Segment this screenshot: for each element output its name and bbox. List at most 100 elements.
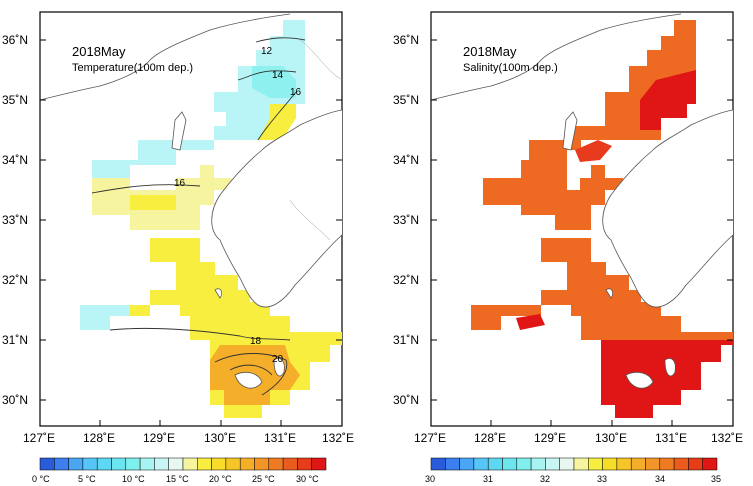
temperature-cold-core [252, 66, 296, 98]
sal-lat-label-30: 30˚N [393, 393, 419, 407]
contour-line-14 [237, 70, 297, 81]
contour-label-20: 20 [272, 354, 284, 365]
temperature-colorbar-swatch [182, 457, 198, 471]
lon-label-131: 131˚E [264, 431, 296, 445]
lon-label-130: 130˚E [204, 431, 236, 445]
sal-lat-label-36: 36˚N [393, 33, 419, 47]
tsushima-island-salinity [562, 111, 578, 151]
lat-label-30: 30˚N [2, 393, 28, 407]
cbar-label-30: 30 [425, 474, 435, 484]
salinity-red-tsushima [575, 140, 612, 162]
contour-line-16-west [91, 184, 201, 194]
cbar-label-0c: 0 °C [32, 474, 50, 484]
contour-label-12: 12 [261, 46, 273, 57]
temperature-colorbar-swatch [54, 457, 69, 471]
salinity-colorbar-swatch [573, 457, 589, 471]
temperature-colorbar-swatch [197, 457, 212, 471]
kyushu-coast [211, 109, 343, 308]
salinity-colorbar-swatch [645, 457, 661, 471]
contour-label-16-north: 16 [290, 87, 302, 98]
temperature-contours [91, 37, 306, 396]
salinity-colorbar-swatch [516, 457, 532, 471]
korea-coast [39, 13, 291, 101]
cbar-label-30c: 30 °C [296, 474, 319, 484]
salinity-colorbar-swatch [459, 457, 475, 471]
cbar-label-10c: 10 °C [122, 474, 145, 484]
lon-label-127: 127˚E [23, 431, 55, 445]
cbar-label-35: 35 [711, 474, 721, 484]
temperature-map-subtitle: Temperature(100m dep.) [72, 62, 193, 74]
salinity-colorbar-swatch [630, 457, 646, 471]
contour-line-20 [214, 353, 288, 396]
temperature-colorbar-swatch [39, 457, 55, 471]
sal-lon-label-127: 127˚E [414, 431, 446, 445]
temperature-colorbar-swatch [96, 457, 112, 471]
sal-lat-label-35: 35˚N [393, 93, 419, 107]
salinity-colorbar-labels: 30 31 32 33 34 35 [425, 474, 721, 484]
contour-label-16-west: 16 [174, 178, 186, 189]
salinity-lon-ticks [430, 420, 734, 426]
salinity-colorbar-swatch [588, 457, 603, 471]
koshiki-island [214, 288, 223, 299]
salinity-colorbar-swatch [445, 457, 460, 471]
korea-coast-salinity [430, 13, 682, 101]
lat-label-36: 36˚N [2, 33, 28, 47]
salinity-red-west-patch [516, 314, 545, 330]
lat-label-34: 34˚N [2, 153, 28, 167]
temperature-warm-intrusion-north [258, 104, 296, 140]
sal-lon-label-131: 131˚E [655, 431, 687, 445]
salinity-colorbar-swatch [487, 457, 503, 471]
tanegashima-island-salinity [625, 371, 654, 389]
temperature-lon-labels: 127˚E 128˚E 129˚E 130˚E 131˚E 132˚E [23, 431, 354, 445]
contour-line-12 [255, 37, 306, 43]
temperature-lat-ticks [40, 39, 342, 401]
contour-line-22 [229, 364, 273, 376]
salinity-red-south [601, 340, 733, 418]
cbar-label-20c: 20 °C [209, 474, 232, 484]
sal-lon-label-129: 129˚E [534, 431, 566, 445]
temperature-colorbar-swatch [168, 457, 184, 471]
salinity-map-title: 2018May [463, 44, 517, 59]
temperature-colorbar-swatch [68, 457, 84, 471]
salinity-colorbar-swatch [545, 457, 560, 471]
salinity-orange-north [483, 20, 696, 230]
cbar-label-25c: 25 °C [252, 474, 275, 484]
lon-label-132: 132˚E [322, 431, 354, 445]
temperature-colorbar-swatch [311, 457, 327, 471]
cbar-label-5c: 5 °C [78, 474, 96, 484]
salinity-colorbar-swatch [530, 457, 546, 471]
cbar-label-32: 32 [540, 474, 550, 484]
sal-lon-label-128: 128˚E [474, 431, 506, 445]
sal-lat-label-33: 33˚N [393, 213, 419, 227]
temperature-colorbar-swatch [125, 457, 141, 471]
salinity-red-north [640, 70, 696, 130]
salinity-colorbar-swatch [673, 457, 689, 471]
salinity-colorbar-swatch [559, 457, 575, 471]
temperature-colorbar [39, 457, 327, 471]
lat-label-32: 32˚N [2, 273, 28, 287]
salinity-colorbar-swatch [502, 457, 518, 471]
temperature-lon-ticks [39, 420, 343, 426]
salinity-colorbar-swatch [616, 457, 632, 471]
salinity-map-panel: 2018May Salinity(100m dep.) [393, 11, 743, 484]
cbar-label-31: 31 [483, 474, 493, 484]
salinity-colorbar-swatch [602, 457, 618, 471]
contour-line-18 [109, 327, 291, 341]
temperature-map-panel: 12 14 16 16 18 20 2018May Temperature(10… [2, 11, 354, 484]
cbar-label-34: 34 [655, 474, 665, 484]
temperature-colorbar-swatch [139, 457, 155, 471]
sal-lat-label-31: 31˚N [393, 333, 419, 347]
sal-lat-label-32: 32˚N [393, 273, 419, 287]
temperature-colorbar-labels: 0 °C 5 °C 10 °C 15 °C 20 °C 25 °C 30 °C [32, 474, 319, 484]
temperature-cyan-west [80, 305, 130, 330]
yakushima-island-salinity [664, 358, 676, 377]
cbar-label-33: 33 [597, 474, 607, 484]
tanegashima-island [234, 371, 263, 389]
contour-label-18: 18 [250, 336, 262, 347]
temperature-colorbar-swatch [297, 457, 312, 471]
salinity-colorbar-swatch [430, 457, 446, 471]
salinity-lat-ticks [431, 39, 733, 401]
lat-label-33: 33˚N [2, 213, 28, 227]
temperature-cyan-area [92, 20, 305, 178]
